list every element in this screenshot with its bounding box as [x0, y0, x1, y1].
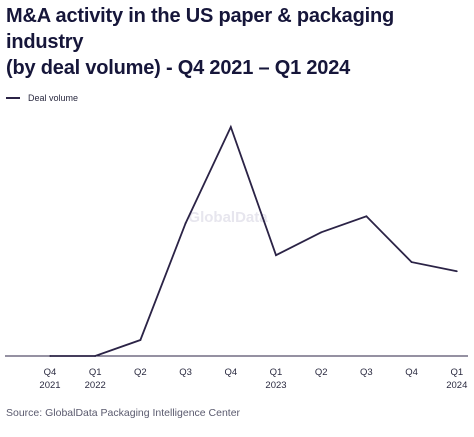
watermark-text: GlobalData — [188, 209, 268, 226]
x-tick-label-quarter: Q4 — [224, 367, 237, 378]
x-tick-label-year: 2024 — [446, 380, 467, 391]
data-point — [94, 355, 97, 357]
x-tick-label-quarter: Q1 — [270, 367, 283, 378]
plot-area: GlobalData Q4 2021 Q1 2022 Q2 Q3 Q4 Q1 2023 Q2 Q3 Q4… — [5, 124, 468, 391]
x-tick-label-quarter: Q1 — [89, 367, 102, 378]
source-note: Source: GlobalData Packaging Intelligenc… — [6, 407, 241, 419]
x-tick-label-quarter: Q4 — [44, 367, 57, 378]
data-point — [184, 222, 187, 225]
data-point — [139, 339, 142, 341]
x-tick-label-quarter: Q4 — [405, 367, 418, 378]
series-line-deal-volume — [50, 124, 457, 357]
chart-legend: Deal volume — [6, 93, 78, 103]
data-point — [49, 355, 51, 357]
data-point — [410, 261, 413, 264]
x-tick-label-quarter: Q2 — [315, 367, 328, 378]
data-point — [229, 126, 232, 128]
legend-label-deal-volume: Deal volume — [28, 93, 79, 103]
chart-title-line-1: M&A activity in the US paper & packaging… — [6, 5, 395, 53]
x-tick-label-year: 2022 — [85, 380, 106, 391]
data-point — [275, 254, 277, 257]
x-tick-label-quarter: Q3 — [179, 367, 192, 378]
data-point — [365, 215, 368, 218]
x-tick-label-year: 2021 — [39, 380, 60, 391]
x-tick-label-quarter: Q3 — [360, 367, 373, 378]
x-tick-label-quarter: Q1 — [450, 367, 463, 378]
x-tick-label-quarter: Q2 — [134, 367, 147, 378]
data-point — [320, 231, 323, 234]
chart-title-line-2: (by deal volume) - Q4 2021 – Q1 2024 — [6, 57, 351, 79]
chart-title: M&A activity in the US paper & packaging… — [6, 3, 468, 81]
data-point — [455, 270, 458, 273]
x-tick-label-year: 2023 — [265, 380, 286, 391]
legend-line-swatch — [6, 97, 20, 99]
